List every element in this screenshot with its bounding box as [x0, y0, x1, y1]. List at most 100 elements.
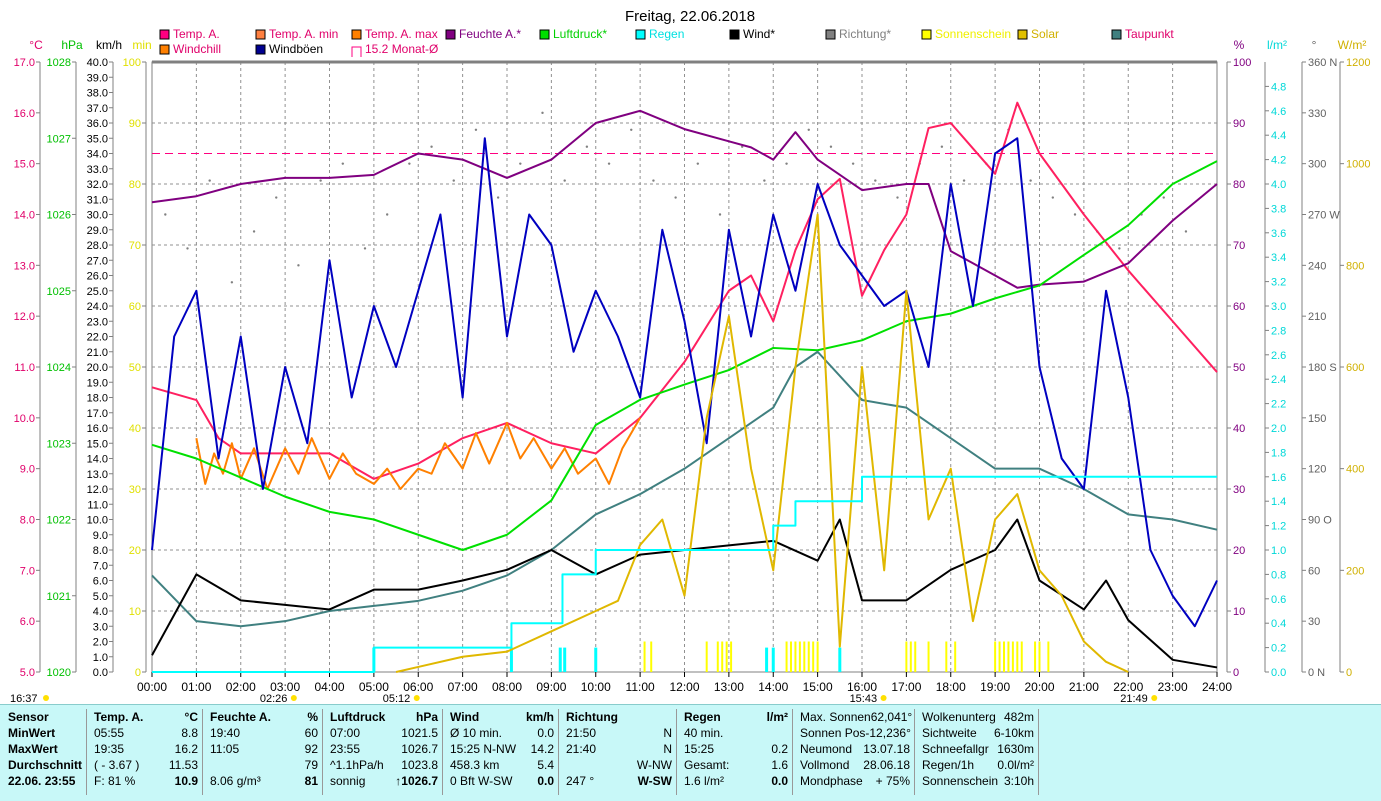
- cell: 28.06.18: [863, 758, 910, 772]
- table-row: Vollmond 28.06.18: [796, 757, 914, 773]
- direction-dot: [496, 196, 500, 199]
- cell: km/h: [525, 710, 554, 724]
- axis-label-wind: 6.0: [93, 576, 108, 588]
- axis-label-direction: 120: [1308, 464, 1326, 476]
- axis-label-minutes: 30: [129, 484, 141, 496]
- direction-dot: [607, 162, 611, 165]
- legend-label: Temp. A. max: [365, 27, 438, 41]
- table-row: Regen l/m²: [680, 709, 792, 725]
- table-row: Richtung: [562, 709, 676, 725]
- axis-label-solar: 800: [1346, 260, 1364, 272]
- table-row: W-NW: [562, 757, 676, 773]
- direction-dot: [652, 179, 655, 182]
- axis-label-wind: 39.0: [87, 72, 108, 84]
- direction-dot: [208, 179, 211, 182]
- axis-label-rain: 4.0: [1271, 179, 1286, 191]
- col-dir: Richtung 21:50 N 21:40 N W-NW 247 ° W-SW: [562, 709, 677, 795]
- cell: Ø 10 min.: [450, 726, 503, 740]
- cell: 3:10h: [1003, 774, 1034, 788]
- cell: Sonnenschein: [922, 774, 999, 788]
- cell: 5.4: [537, 758, 554, 772]
- cell: 11.53: [168, 758, 198, 772]
- table-row: sonnig ↑1026.7: [326, 773, 442, 789]
- cell: F: 81 %: [94, 774, 136, 788]
- cell: 1.6: [771, 758, 788, 772]
- legend-swatch: [635, 29, 646, 40]
- axis-label-rain: 4.4: [1271, 130, 1286, 142]
- axis-unit-solar: W/m²: [1338, 38, 1367, 52]
- cell: + 75%: [875, 774, 910, 788]
- axis-label-temp: 13.0: [14, 260, 35, 272]
- direction-dot: [718, 213, 722, 216]
- axis-label-humidity: 0: [1233, 667, 1239, 679]
- axis-label-rain: 0.2: [1271, 643, 1286, 655]
- axis-label-temp: 15.0: [14, 159, 35, 171]
- x-tick-label: 08:00: [492, 680, 522, 694]
- cell: 1.6 l/m²: [684, 774, 725, 788]
- cell: 81: [304, 774, 318, 788]
- col-press: Luftdruck hPa 07:00 1021.5 23:55 1026.7 ^1.1hP…: [326, 709, 443, 795]
- cell: Wind: [450, 710, 480, 724]
- axis-label-wind: 3.0: [93, 621, 108, 633]
- axis-unit-rain: l/m²: [1267, 38, 1287, 52]
- axis-label-rain: 1.6: [1271, 472, 1286, 484]
- axis-label-wind: 2.0: [93, 637, 108, 649]
- axis-unit-temp: °C: [29, 38, 43, 52]
- axis-label-minutes: 90: [129, 118, 141, 130]
- x-tick-label: 12:00: [669, 680, 699, 694]
- axis-label-wind: 31.0: [87, 194, 108, 206]
- axis-label-wind: 10.0: [87, 515, 108, 527]
- axis-label-direction: 60: [1308, 565, 1320, 577]
- legend-label: Sonnenschein: [935, 27, 1011, 41]
- weather-chart: Freitag, 22.06.2018 Temp. A.Windchill Temp…: [10, 8, 1370, 704]
- cell: 0 Bft W-SW: [450, 774, 513, 788]
- col-wind: Wind km/h Ø 10 min. 0.0 15:25 N-NW 14.2 458.3 …: [446, 709, 559, 795]
- axis-label-rain: 2.6: [1271, 350, 1286, 362]
- table-row: Schneefallgr 1630m: [918, 741, 1038, 757]
- cell: 458.3 km: [450, 758, 500, 772]
- legend-swatch: [351, 29, 362, 40]
- x-tick-label: 19:00: [980, 680, 1010, 694]
- legend-label: Richtung*: [839, 27, 891, 41]
- table-row: 15:25 N-NW 14.2: [446, 741, 558, 757]
- axis-label-solar: 200: [1346, 565, 1364, 577]
- axis-label-humidity: 50: [1233, 362, 1245, 374]
- direction-dot: [1118, 247, 1121, 250]
- axis-label-temp: 7.0: [20, 565, 35, 577]
- cell: 1630m: [997, 742, 1034, 756]
- cell: Vollmond: [800, 758, 850, 772]
- cell: 92: [304, 742, 318, 756]
- legend-label: Feuchte A.*: [459, 27, 521, 41]
- axis-label-wind: 23.0: [87, 316, 108, 328]
- legend-label: Temp. A. min: [269, 27, 338, 41]
- sun-moon-marker: 02:26: [260, 693, 288, 704]
- table-row: 1.6 l/m² 0.0: [680, 773, 792, 789]
- table-row: Wind km/h: [446, 709, 558, 725]
- axis-label-wind: 1.0: [93, 652, 108, 664]
- cell: MinWert: [8, 726, 56, 740]
- axis-label-temp: 14.0: [14, 210, 35, 222]
- axis-label-pressure: 1021: [47, 591, 71, 603]
- direction-dot: [829, 145, 833, 148]
- legend-swatch: [1111, 29, 1122, 40]
- table-row: ( - 3.67 ) 11.53: [90, 757, 202, 773]
- cell: 1023.8: [401, 758, 438, 772]
- table-row: Sichtweite 6-10km: [918, 725, 1038, 741]
- col-sun: Max. Sonnen 62,041° Sonnen Pos -12,236° Neum…: [796, 709, 915, 795]
- cell: 1026.7: [401, 742, 438, 756]
- direction-dot: [363, 247, 367, 250]
- cell: 0.0: [771, 774, 788, 788]
- axis-label-wind: 15.0: [87, 438, 108, 450]
- axis-label-wind: 5.0: [93, 591, 108, 603]
- direction-dot: [164, 213, 167, 216]
- stats-table: Sensor MinWert MaxWert Durchschnitt 22.0…: [0, 704, 1381, 801]
- direction-dot: [563, 179, 566, 182]
- x-tick-label: 06:00: [403, 680, 433, 694]
- sun-moon-marker: 05:12: [383, 693, 411, 704]
- cell: W-SW: [637, 774, 672, 788]
- cell: N: [663, 726, 672, 740]
- table-row: 19:40 60: [206, 725, 322, 741]
- axis-label-direction: 360 N: [1308, 57, 1337, 69]
- legend-swatch: [255, 29, 266, 40]
- axis-label-wind: 16.0: [87, 423, 108, 435]
